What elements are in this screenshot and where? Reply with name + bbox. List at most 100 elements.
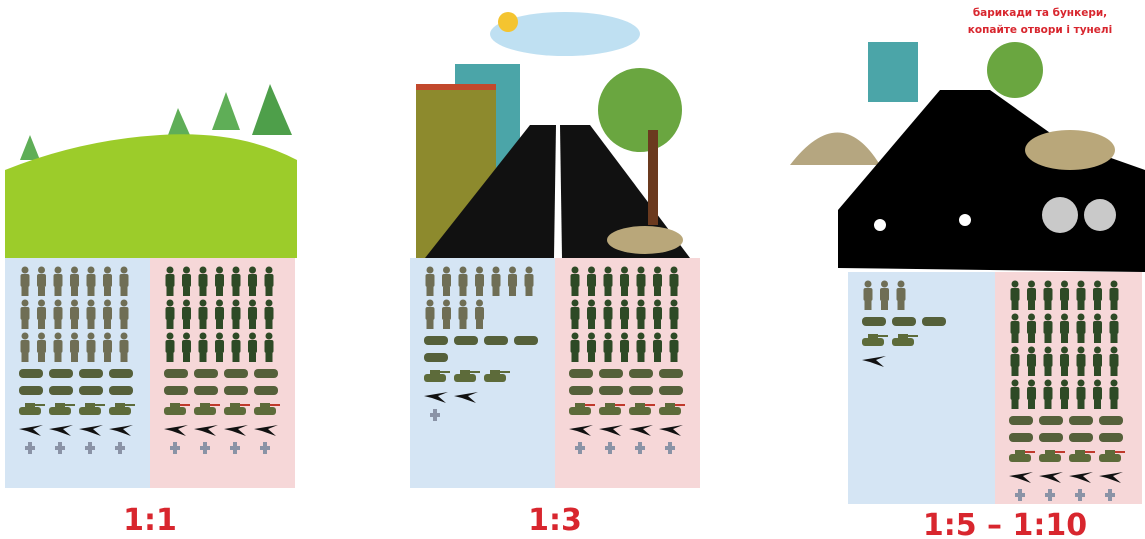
tank-hull: [599, 407, 621, 415]
soldier-body: [120, 340, 129, 353]
drone: [28, 442, 32, 454]
tank-hull: [424, 374, 446, 382]
soldier-body: [587, 307, 596, 320]
soldier-head: [638, 300, 645, 307]
vehicle: [514, 336, 538, 345]
vehicle: [454, 336, 478, 345]
soldier-legs: [22, 353, 29, 362]
soldier-legs: [493, 287, 500, 296]
soldier-body: [620, 340, 629, 353]
soldier-body: [426, 307, 435, 320]
soldier-legs: [71, 320, 78, 329]
tank-hull: [109, 407, 131, 415]
soldier-legs: [1078, 334, 1085, 343]
soldier-body: [103, 274, 112, 287]
soldier-legs: [88, 353, 95, 362]
tank-barrel: [440, 371, 450, 373]
soldier-head: [621, 333, 628, 340]
tank-hull: [254, 407, 276, 415]
vehicle: [424, 336, 448, 345]
soldier-legs: [621, 320, 628, 329]
soldier-legs: [71, 353, 78, 362]
soldier-legs: [1078, 400, 1085, 409]
soldier-body: [1077, 321, 1086, 334]
soldier-head: [266, 333, 273, 340]
drone: [638, 442, 642, 454]
soldier-head: [572, 333, 579, 340]
soldier-legs: [200, 353, 207, 362]
soldier-head: [167, 267, 174, 274]
soldier-legs: [71, 287, 78, 296]
soldier-legs: [249, 287, 256, 296]
soldier-body: [103, 307, 112, 320]
soldier-head: [1061, 347, 1068, 354]
tank-barrel: [1115, 451, 1125, 453]
soldier-head: [476, 267, 483, 274]
vehicle: [1009, 416, 1033, 425]
soldier-head: [898, 281, 905, 288]
tank-barrel: [240, 404, 250, 406]
drone: [1018, 489, 1022, 501]
soldier-head: [233, 333, 240, 340]
soldier-head: [1045, 380, 1052, 387]
soldier-head: [71, 333, 78, 340]
soldier-head: [1078, 281, 1085, 288]
soldier-head: [605, 300, 612, 307]
soldier-body: [1110, 288, 1119, 301]
soldier-legs: [1078, 301, 1085, 310]
ratio-label: 1:1: [123, 503, 177, 538]
soldier-body: [1011, 354, 1020, 367]
soldier-body: [166, 274, 175, 287]
vehicle: [862, 317, 886, 326]
vehicle: [569, 369, 593, 378]
soldier-head: [671, 300, 678, 307]
tank-barrel: [585, 404, 595, 406]
soldier-legs: [266, 320, 273, 329]
note-line: копайте отвори і тунелі: [968, 24, 1112, 36]
soldier-head: [1078, 347, 1085, 354]
soldier-legs: [167, 287, 174, 296]
soldier-legs: [1061, 334, 1068, 343]
drone: [173, 442, 177, 454]
soldier-head: [104, 267, 111, 274]
soldier-body: [1044, 288, 1053, 301]
soldier-head: [266, 267, 273, 274]
canvas: барикади та бункери, копайте отвори і ту…: [0, 0, 1145, 539]
soldier-body: [864, 288, 873, 301]
soldier-body: [492, 274, 501, 287]
soldier-head: [654, 267, 661, 274]
soldier-legs: [427, 287, 434, 296]
tank-hull: [629, 407, 651, 415]
soldier-head: [121, 267, 128, 274]
tank-turret: [170, 403, 180, 408]
vehicle: [109, 386, 133, 395]
soldier-body: [182, 340, 191, 353]
vehicles-group: [862, 317, 946, 326]
soldier-legs: [1111, 367, 1118, 376]
soldier-head: [200, 300, 207, 307]
soldier-legs: [22, 287, 29, 296]
soldier-head: [1012, 347, 1019, 354]
soldier-body: [1027, 387, 1036, 400]
soldier-head: [38, 300, 45, 307]
soldier-legs: [1028, 400, 1035, 409]
tank-turret: [1075, 450, 1085, 455]
soldier-legs: [605, 353, 612, 362]
soldier-head: [621, 300, 628, 307]
tank-turret: [260, 403, 270, 408]
soldier-legs: [38, 287, 45, 296]
soldier-legs: [588, 287, 595, 296]
soldier-body: [215, 340, 224, 353]
soldier-legs: [654, 353, 661, 362]
soldier-body: [653, 307, 662, 320]
soldier-body: [1060, 321, 1069, 334]
soldier-head: [55, 300, 62, 307]
soldier-head: [1045, 347, 1052, 354]
vehicle: [19, 369, 43, 378]
tank-hull: [569, 407, 591, 415]
vehicle: [49, 369, 73, 378]
soldier-legs: [104, 287, 111, 296]
tank-barrel: [270, 404, 280, 406]
soldier-head: [1028, 380, 1035, 387]
soldier-body: [653, 274, 662, 287]
